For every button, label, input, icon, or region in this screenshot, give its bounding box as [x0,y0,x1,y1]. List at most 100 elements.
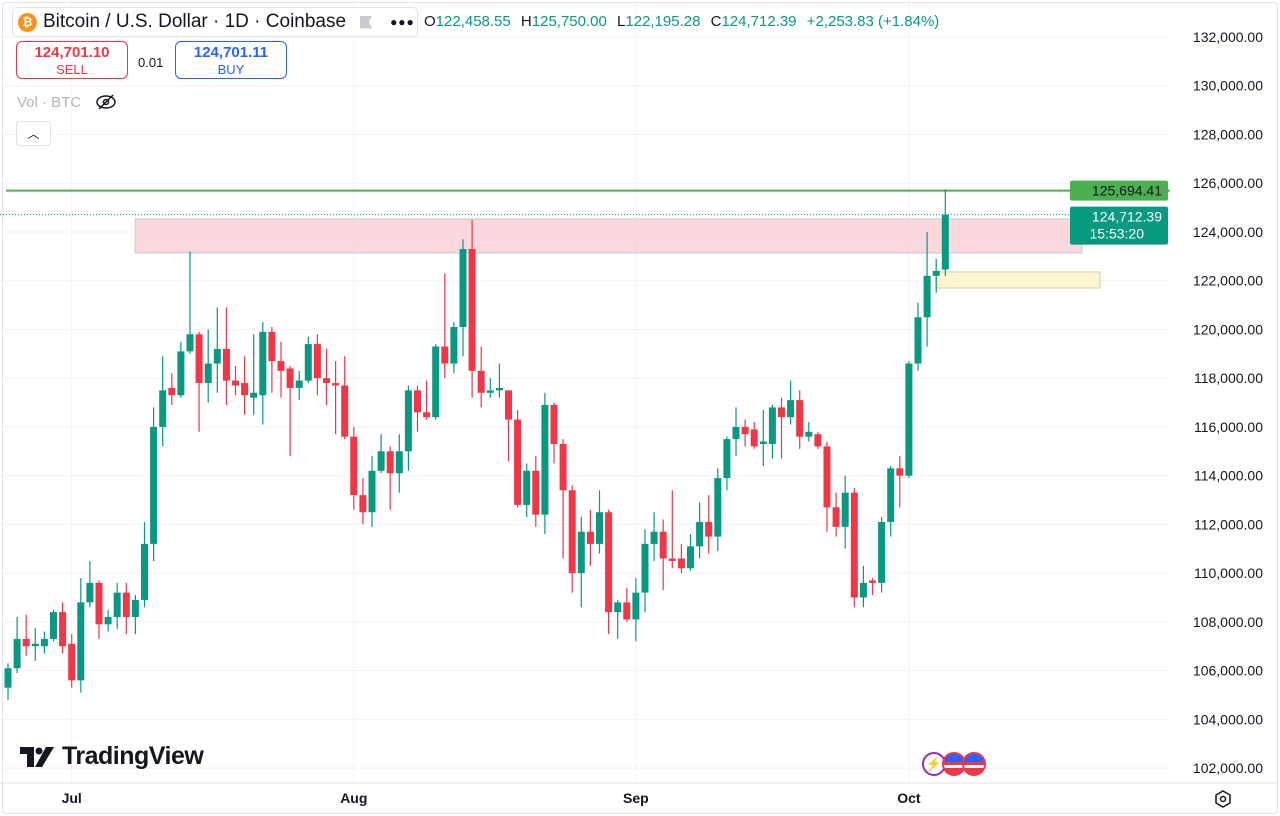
y-tick-label: 102,000.00 [1193,760,1263,776]
y-tick-label: 120,000.00 [1193,321,1263,337]
candle-body-up [150,426,158,544]
candle-body-down [505,390,512,420]
last-price-badge [1070,206,1168,245]
candle-body-down [869,580,876,583]
candle-body-up [523,470,531,505]
candle-body-up [923,275,931,318]
candle-body-up [177,351,185,396]
eye-hidden-icon[interactable] [95,93,117,111]
high-value: 125,750.00 [531,13,607,30]
low-label: L [617,13,626,30]
symbol-title-box[interactable]: ₿ Bitcoin / U.S. Dollar · 1D · Coinbase … [12,7,418,37]
x-tick-label: Oct [897,790,921,806]
candle-body-down [414,390,421,413]
candle-body-up [632,592,640,620]
candle-body-up [759,441,767,444]
candle-body-up [495,387,503,391]
volume-indicator-label[interactable]: Vol · BTC [17,94,82,111]
candle-body-up [113,592,121,618]
more-options-icon[interactable]: ●●● [390,15,415,29]
candle-body-up [859,582,867,598]
y-tick-label: 128,000.00 [1193,126,1263,142]
candle-body-up [723,439,731,479]
candle-body-down [323,378,330,384]
candle-body-up [186,334,194,352]
candle-body-down [68,643,76,681]
candle-body-up [687,546,694,569]
candle-body-up [377,451,385,471]
y-tick-label: 118,000.00 [1194,370,1263,386]
candle-body-down [850,492,858,598]
resistance-zone [134,218,1083,254]
tradingview-logo[interactable]: TradingView [20,742,204,771]
candle-body-up [459,249,467,328]
candle-body-down [896,468,904,476]
candle-body-down [814,434,822,447]
candle-body-up [614,602,622,613]
settings-icon[interactable] [1213,789,1233,809]
us-flag-event-icon[interactable] [962,752,986,776]
candle-body-up [141,543,148,600]
close-value: 124,712.39 [721,13,797,30]
candle-body-down [559,443,567,491]
candle-body-up [450,327,458,364]
candle-body-up [641,543,649,593]
x-tick-label: Aug [340,790,367,806]
x-tick-label: Sep [623,790,649,806]
candle-body-up [696,521,704,547]
candle-body-down [268,331,276,362]
candle-body-up [941,214,949,270]
candle-body-down [586,531,594,544]
candle-body-down [277,361,285,371]
high-label: H [520,13,532,30]
candle-body-up [50,612,57,639]
candle-body-down [359,495,367,513]
y-tick-label: 122,000.00 [1193,273,1263,289]
buy-button[interactable]: 124,701.11 BUY [175,41,287,79]
candle-body-up [650,531,658,544]
candle-body-down [222,348,230,381]
tradingview-logo-icon [20,746,54,767]
close-label: C [710,13,722,30]
candle-body-down [705,521,713,537]
candle-body-down [750,429,758,447]
symbol-title[interactable]: Bitcoin / U.S. Dollar · 1D · Coinbase [43,11,347,32]
y-tick-label: 112,000.00 [1194,516,1263,532]
candle-body-up [40,638,48,647]
candle-body-up [304,344,312,381]
candle-body-up [31,643,39,647]
y-tick-label: 106,000.00 [1193,663,1263,679]
candle-body-down [568,490,576,574]
candle-body-down [677,558,685,569]
candle-body-down [659,531,667,559]
candle-body-up [914,317,922,364]
open-value: 122,458.55 [435,13,511,30]
candle-body-up [368,470,376,513]
low-value: 122,195.28 [625,13,701,30]
candle-body-down [550,404,558,444]
candle-body-up [932,270,940,276]
candle-body-down [741,426,749,435]
sell-button[interactable]: 124,701.10 SELL [16,41,128,79]
candle-body-down [668,558,676,561]
y-tick-label: 124,000.00 [1193,224,1263,240]
last-price-label: 124,712.39 [1092,209,1162,225]
flag-icon[interactable] [360,15,373,29]
ohlc-legend: O122,458.55 H125,750.00 L122,195.28 C124… [424,13,939,30]
candle-body-down [332,383,340,386]
candle-body-down [286,368,294,388]
y-tick-label: 110,000.00 [1194,565,1263,581]
events-markers[interactable]: ⚡ [922,752,986,776]
candle-body-down [313,344,321,379]
y-tick-label: 130,000.00 [1193,78,1263,94]
change-value: +2,253.83 (+1.84%) [806,13,940,30]
collapse-legend-button[interactable]: ︿ [16,121,51,146]
y-tick-label: 132,000.00 [1193,29,1263,45]
candle-body-down [341,385,349,437]
candle-body-down [59,612,67,647]
candle-body-up [13,638,21,669]
candle-body-up [577,531,585,574]
candle-body-up [787,400,795,418]
